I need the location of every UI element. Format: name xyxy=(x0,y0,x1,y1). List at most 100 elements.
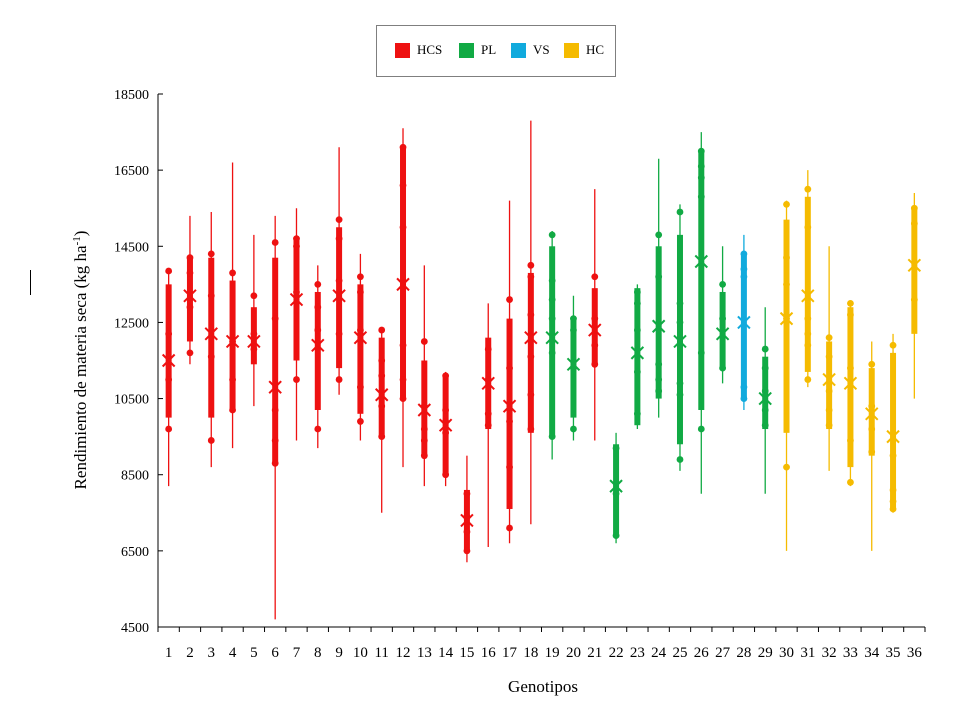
data-point xyxy=(207,292,215,300)
genotype-15-box xyxy=(460,455,474,563)
data-point xyxy=(165,330,173,338)
mean-marker xyxy=(183,289,197,303)
data-point xyxy=(186,254,194,262)
box xyxy=(826,341,833,430)
genotype-6-box xyxy=(268,215,282,620)
y-tick-label: 8500 xyxy=(121,469,149,484)
data-point xyxy=(633,410,641,418)
data-point xyxy=(697,147,705,155)
x-tick-label: 33 xyxy=(843,645,858,661)
data-point xyxy=(527,353,535,361)
data-point xyxy=(804,341,812,349)
legend-label-hc: HC xyxy=(586,42,605,57)
genotype-7-box xyxy=(289,208,304,441)
genotype-22-box xyxy=(609,432,623,544)
data-point xyxy=(740,250,748,258)
mean-marker xyxy=(886,429,900,444)
data-point xyxy=(761,406,769,414)
mean-marker xyxy=(247,334,261,349)
data-point xyxy=(676,208,684,216)
genotype-8-box xyxy=(311,265,325,449)
x-tick-label: 1 xyxy=(165,645,173,661)
data-point xyxy=(165,267,173,275)
data-point xyxy=(889,486,897,494)
box xyxy=(655,246,662,399)
genotype-34-box xyxy=(865,341,879,551)
box xyxy=(357,284,364,414)
data-point xyxy=(250,330,258,338)
box xyxy=(740,253,747,399)
box xyxy=(165,284,172,418)
box xyxy=(847,307,854,468)
data-point xyxy=(783,280,790,288)
mean-marker xyxy=(311,338,325,352)
data-point xyxy=(910,204,918,212)
data-point xyxy=(399,395,407,402)
data-point xyxy=(527,261,535,269)
y-tick-label: 16500 xyxy=(114,164,149,179)
data-point xyxy=(207,353,215,361)
data-point xyxy=(399,223,407,231)
mean-marker xyxy=(843,376,858,391)
box xyxy=(186,257,193,342)
data-point xyxy=(207,437,215,444)
data-point xyxy=(357,383,364,391)
x-tick-label: 25 xyxy=(672,645,687,661)
y-tick-label: 4500 xyxy=(121,621,149,636)
box xyxy=(698,151,705,410)
data-point xyxy=(506,364,513,372)
data-point xyxy=(676,391,684,399)
data-point xyxy=(676,379,684,387)
data-point xyxy=(442,372,450,380)
data-point xyxy=(399,341,407,349)
genotype-28-box xyxy=(737,234,751,410)
box xyxy=(719,291,726,369)
data-point xyxy=(655,376,663,383)
data-point xyxy=(719,280,726,288)
genotype-23-box xyxy=(630,284,645,430)
box xyxy=(378,337,385,437)
mean-marker xyxy=(865,407,879,421)
x-tick-label: 19 xyxy=(545,645,560,661)
data-point xyxy=(676,456,684,463)
genotype-17-box xyxy=(502,200,517,544)
genotype-29-box xyxy=(758,307,772,494)
data-point xyxy=(378,433,386,441)
data-point xyxy=(591,273,599,281)
box xyxy=(591,288,598,365)
data-point xyxy=(697,349,705,357)
y-tick-label: 12500 xyxy=(114,316,149,331)
data-point xyxy=(719,364,726,372)
x-tick-label: 21 xyxy=(587,645,602,661)
data-point xyxy=(825,387,833,395)
data-point xyxy=(548,277,556,284)
genotype-11-box xyxy=(375,326,389,513)
genotype-1-box xyxy=(161,267,176,487)
data-point xyxy=(420,437,428,444)
data-point xyxy=(484,421,492,429)
genotype-18-box xyxy=(524,120,538,525)
box xyxy=(676,234,683,445)
data-point xyxy=(186,303,194,311)
box xyxy=(506,318,513,509)
genotype-33-box xyxy=(843,299,858,487)
data-point xyxy=(825,353,833,361)
box xyxy=(783,219,790,433)
box xyxy=(890,352,897,509)
x-tick-label: 6 xyxy=(271,645,279,661)
mean-marker xyxy=(502,399,517,413)
data-point xyxy=(633,368,641,376)
data-point xyxy=(271,459,279,467)
x-tick-label: 3 xyxy=(208,645,216,661)
mean-marker xyxy=(438,418,453,432)
data-point xyxy=(527,273,535,281)
legend-swatch-hc xyxy=(564,43,579,58)
x-tick-label: 13 xyxy=(417,645,432,661)
x-tick-label: 9 xyxy=(335,645,343,661)
x-tick-label: 2 xyxy=(186,645,194,661)
mean-marker xyxy=(758,391,772,406)
data-point xyxy=(591,315,599,323)
box xyxy=(634,288,641,426)
x-tick-label: 30 xyxy=(779,645,794,661)
data-point xyxy=(804,223,812,231)
